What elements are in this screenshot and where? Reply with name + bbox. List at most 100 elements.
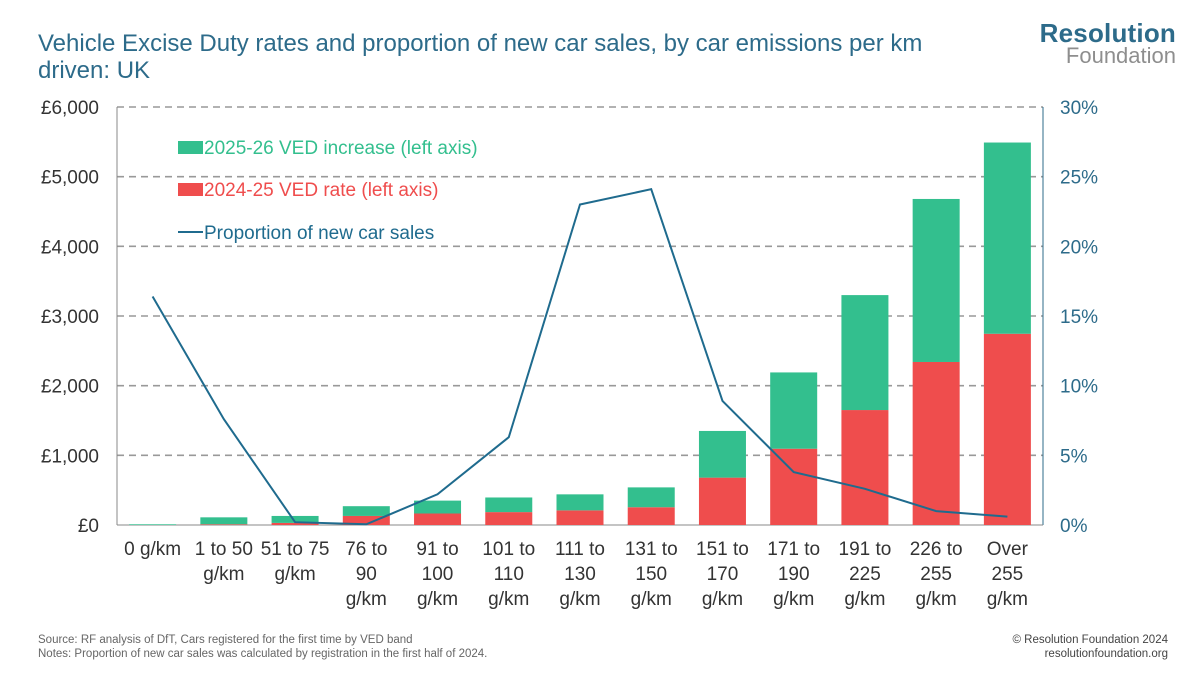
bar-ved-rate xyxy=(271,522,319,525)
x-tick-label-line: g/km xyxy=(559,589,600,610)
x-tick-label-line: g/km xyxy=(274,564,315,585)
bar-ved-increase xyxy=(129,524,177,525)
x-tick-label-line: g/km xyxy=(203,564,244,585)
x-tick-label-line: g/km xyxy=(844,589,885,610)
y-left-tick-label: £6,000 xyxy=(41,98,99,119)
tick-labels: £0 0% £1,000 5% £2,000 10% £3,000 15% £4,000 20% £… xyxy=(41,98,1098,610)
bar-ved-increase xyxy=(770,372,818,449)
chart-title: Vehicle Excise Duty rates and proportion… xyxy=(38,30,923,84)
x-tick-label-line: 110 xyxy=(494,564,524,585)
x-tick-label-line: 130 xyxy=(564,564,596,585)
x-tick-label-line: 150 xyxy=(635,564,667,585)
x-tick-label-line: 225 xyxy=(849,564,881,585)
bar-ved-increase xyxy=(200,517,248,525)
bar-ved-increase xyxy=(271,515,319,523)
x-tick-label: 1 to 50 g/km xyxy=(195,539,253,585)
x-tick-label-line: 131 to xyxy=(625,539,678,560)
x-tick-label-line: Over xyxy=(987,539,1029,560)
website-text: resolutionfoundation.org xyxy=(1044,648,1168,660)
x-tick-label: 101 to 110 g/km xyxy=(482,539,535,610)
y-right-tick-label: 30% xyxy=(1060,98,1098,119)
brand-logo: Resolution Foundation xyxy=(1039,18,1176,68)
legend-swatch xyxy=(178,141,203,154)
legend: 2025-26 VED increase (left axis) 2024-25 … xyxy=(178,138,478,244)
bar-ved-rate xyxy=(556,510,604,525)
y-left-tick-label: £2,000 xyxy=(41,377,99,398)
legend-label: 2024-25 VED rate (left axis) xyxy=(204,180,438,201)
y-left-tick-label: £0 xyxy=(78,516,99,537)
x-tick-label-line: 226 to xyxy=(910,539,963,560)
x-tick-label-line: 191 to xyxy=(839,539,892,560)
legend-label: Proportion of new car sales xyxy=(204,223,434,244)
gridlines xyxy=(117,106,1043,457)
logo-line-2: Foundation xyxy=(1065,43,1176,68)
x-tick-label: 151 to 170 g/km xyxy=(696,539,749,610)
bar-ved-increase xyxy=(414,500,462,514)
x-tick-label-line: 100 xyxy=(422,564,454,585)
x-tick-label-line: 151 to xyxy=(696,539,749,560)
bar-ved-rate xyxy=(770,448,818,525)
x-tick-label-line: g/km xyxy=(346,589,387,610)
x-tick-label-line: g/km xyxy=(987,589,1028,610)
legend-label: 2025-26 VED increase (left axis) xyxy=(204,138,478,159)
y-right-tick-label: 25% xyxy=(1060,168,1098,189)
bar-ved-rate xyxy=(912,361,960,525)
x-tick-label-line: 76 to xyxy=(345,539,387,560)
x-tick-label-line: 101 to xyxy=(482,539,535,560)
footer-notes: Source: RF analysis of DfT, Cars registe… xyxy=(38,633,487,661)
bars xyxy=(129,142,1031,525)
copyright-text: © Resolution Foundation 2024 xyxy=(1012,634,1168,646)
x-tick-label-line: g/km xyxy=(631,589,672,610)
y-left-tick-label: £3,000 xyxy=(41,307,99,328)
x-tick-label: 131 to 150 g/km xyxy=(625,539,678,610)
x-tick-label-line: 91 to xyxy=(416,539,458,560)
bar-ved-increase xyxy=(983,142,1031,334)
y-left-tick-label: £5,000 xyxy=(41,168,99,189)
x-tick-label: 226 to 255 g/km xyxy=(910,539,963,610)
x-tick-label: 0 g/km xyxy=(124,539,181,560)
logo-line-1: Resolution xyxy=(1039,18,1176,48)
bar-ved-rate xyxy=(342,515,390,525)
notes-text: Notes: Proportion of new car sales was c… xyxy=(38,648,488,660)
x-tick-label-line: g/km xyxy=(488,589,529,610)
x-tick-label-line: 1 to 50 xyxy=(195,539,253,560)
x-tick-label: 91 to 100 g/km xyxy=(416,539,458,610)
y-left-tick-label: £4,000 xyxy=(41,237,99,258)
bar-ved-rate xyxy=(983,333,1031,525)
x-tick-label-line: g/km xyxy=(702,589,743,610)
x-tick-label-line: 0 g/km xyxy=(124,539,181,560)
bar-ved-rate xyxy=(841,410,889,525)
bar-ved-increase xyxy=(912,198,960,362)
x-tick-label-line: 255 xyxy=(920,564,952,585)
x-tick-label: 191 to 225 g/km xyxy=(839,539,892,610)
x-tick-label: 171 to 190 g/km xyxy=(767,539,820,610)
footer-credits: © Resolution Foundation 2024 resolutionf… xyxy=(1012,633,1168,661)
x-tick-label-line: 190 xyxy=(778,564,810,585)
x-tick-label: 76 to 90 g/km xyxy=(345,539,387,610)
x-tick-label-line: 90 xyxy=(356,564,377,585)
y-right-tick-label: 10% xyxy=(1060,377,1098,398)
bar-ved-rate xyxy=(627,507,675,525)
bar-ved-increase xyxy=(556,494,604,511)
x-tick-label: 51 to 75 g/km xyxy=(261,539,330,585)
chart-canvas: £0 0% £1,000 5% £2,000 10% £3,000 15% £4,000 20% £… xyxy=(41,98,1098,610)
bar-ved-rate xyxy=(485,512,533,525)
y-right-tick-label: 0% xyxy=(1060,516,1088,537)
bar-ved-rate xyxy=(200,524,248,525)
bar-ved-increase xyxy=(698,430,746,478)
y-right-tick-label: 5% xyxy=(1060,446,1088,467)
x-tick-label: 111 to 130 g/km xyxy=(555,539,605,610)
bar-ved-increase xyxy=(485,497,533,513)
y-left-tick-label: £1,000 xyxy=(41,446,99,467)
x-tick-label-line: g/km xyxy=(916,589,957,610)
x-tick-label-line: g/km xyxy=(417,589,458,610)
x-tick-label: Over 255 g/km xyxy=(987,539,1029,610)
sales-line xyxy=(151,188,1008,526)
bar-ved-rate xyxy=(698,477,746,525)
x-tick-label-line: g/km xyxy=(773,589,814,610)
legend-swatch xyxy=(178,183,203,196)
x-tick-label-line: 255 xyxy=(992,564,1024,585)
y-right-tick-label: 20% xyxy=(1060,237,1098,258)
bar-ved-increase xyxy=(342,506,390,516)
x-tick-label-line: 51 to 75 xyxy=(261,539,330,560)
